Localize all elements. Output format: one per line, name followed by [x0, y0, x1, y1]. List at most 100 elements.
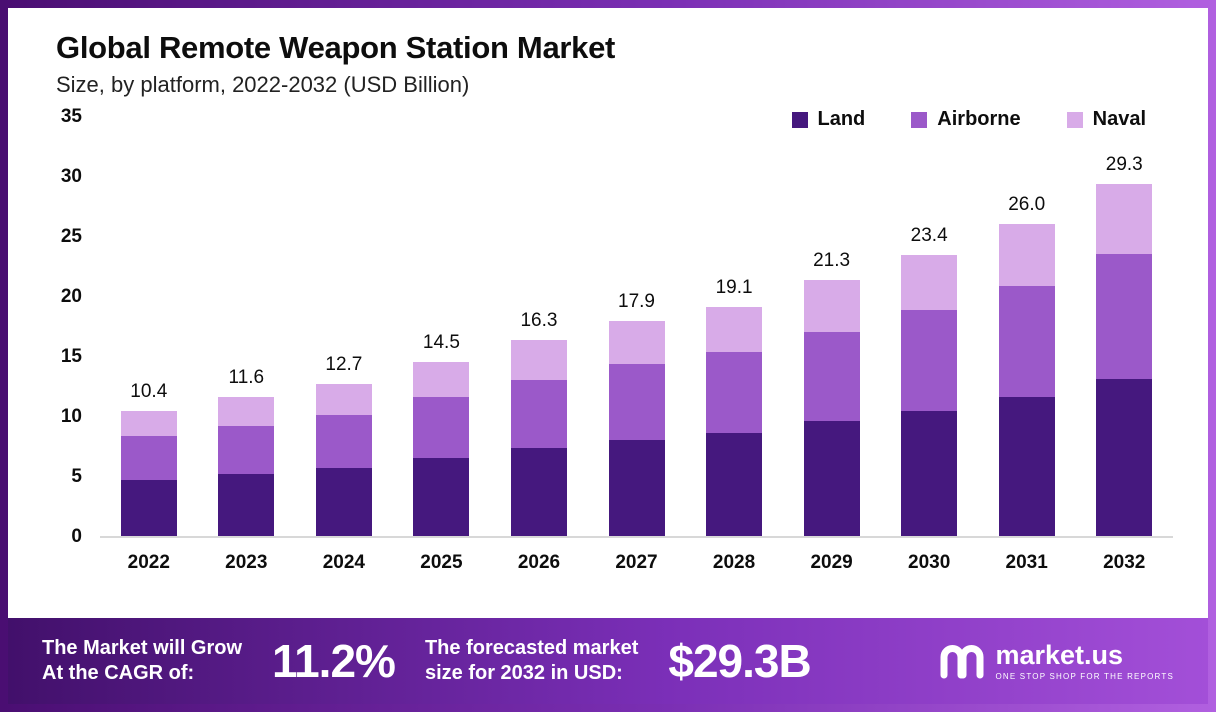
brand-name: market.us: [995, 639, 1124, 670]
bar-stack: [998, 224, 1055, 536]
bar-stack: [706, 306, 763, 536]
x-axis: 2022 2023 2024 2025 2026 2027 2028 2029 2030 2031…: [100, 538, 1173, 574]
forecast-label: The forecasted market size for 2032 in U…: [425, 636, 638, 686]
legend-item-land: Land: [791, 108, 865, 131]
segment-airborne: [510, 380, 567, 449]
segment-naval: [706, 306, 763, 353]
y-tick-label: 20: [60, 286, 82, 307]
segment-airborne: [608, 364, 665, 440]
x-axis-label: 2031: [1005, 552, 1048, 573]
y-tick-label: 35: [60, 106, 82, 127]
legend-item-airborne: Airborne: [911, 108, 1021, 131]
bar-2032: 29.3: [1075, 118, 1173, 536]
stacked-bar-chart: 0 5 10 15 20 25 30 35 10.4 11.6 12.7 14.5 16.3 17.9 19…: [8, 106, 1208, 574]
segment-land: [218, 473, 275, 536]
cagr-value: 11.2%: [272, 635, 396, 687]
segment-airborne: [803, 332, 860, 421]
plot-area: 0 5 10 15 20 25 30 35 10.4 11.6 12.7 14.5 16.3 17.9 19…: [61, 106, 1173, 547]
bars-container: 10.4 11.6 12.7 14.5 16.3 17.9 19.1 21.3 23.4 26.0…: [100, 118, 1173, 536]
segment-airborne: [315, 414, 372, 468]
bar-2023: 11.6: [198, 118, 296, 536]
bar-total-label: 17.9: [618, 291, 655, 313]
cagr-label-line1: The Market will Grow: [42, 637, 243, 659]
cagr-label: The Market will Grow At the CAGR of:: [42, 636, 242, 686]
segment-land: [510, 448, 567, 536]
bar-stack: [315, 383, 372, 536]
bar-2026: 16.3: [490, 118, 588, 536]
bar-stack: [218, 396, 275, 536]
segment-naval: [120, 411, 177, 437]
segment-naval: [413, 362, 470, 397]
segment-airborne: [218, 425, 275, 474]
forecast-label-line1: The forecasted market: [424, 637, 639, 659]
x-axis-label: 2032: [1103, 552, 1146, 573]
x-axis-label: 2023: [225, 552, 268, 573]
segment-airborne: [1096, 254, 1153, 379]
bar-2022: 10.4: [100, 118, 198, 536]
bar-stack: [510, 340, 567, 536]
segment-airborne: [413, 396, 470, 458]
x-axis-label: 2022: [127, 552, 170, 573]
segment-naval: [901, 255, 958, 311]
segment-naval: [998, 224, 1055, 287]
legend-item-naval: Naval: [1066, 108, 1146, 131]
bar-total-label: 14.5: [422, 332, 460, 354]
segment-land: [120, 479, 177, 536]
segment-land: [706, 432, 763, 536]
brand-text: market.us ONE STOP SHOP FOR THE REPORTS: [995, 639, 1174, 681]
segment-land: [413, 458, 470, 536]
segment-airborne: [901, 310, 958, 412]
y-tick-label: 10: [60, 406, 82, 427]
legend-swatch: [1066, 111, 1083, 128]
x-axis-label: 2029: [810, 552, 853, 573]
segment-land: [608, 440, 665, 536]
segment-land: [315, 467, 372, 536]
bar-total-label: 16.3: [520, 310, 558, 332]
infographic-body: Global Remote Weapon Station Market Size…: [8, 8, 1208, 704]
bar-stack: [413, 362, 470, 536]
bar-total-label: 12.7: [325, 353, 363, 375]
legend-swatch: [911, 111, 928, 128]
forecast-value: $29.3B: [668, 635, 811, 687]
segment-naval: [803, 280, 860, 333]
bar-2027: 17.9: [588, 118, 686, 536]
y-tick-label: 0: [71, 526, 82, 547]
bar-total-label: 29.3: [1105, 154, 1143, 176]
forecast-label-line2: size for 2032 in USD:: [424, 662, 623, 684]
legend-label: Airborne: [937, 108, 1021, 130]
bar-total-label: 10.4: [130, 381, 168, 403]
segment-airborne: [706, 352, 763, 433]
segment-airborne: [120, 436, 177, 480]
bar-2024: 12.7: [295, 118, 393, 536]
bar-2029: 21.3: [783, 118, 881, 536]
cagr-label-line2: At the CAGR of:: [42, 662, 195, 684]
bar-2031: 26.0: [978, 118, 1076, 536]
segment-naval: [510, 340, 567, 381]
chart-section: Global Remote Weapon Station Market Size…: [8, 8, 1208, 618]
footer-banner: The Market will Grow At the CAGR of: 11.…: [8, 618, 1208, 704]
segment-naval: [218, 396, 275, 426]
legend-swatch: [791, 111, 808, 128]
bar-2030: 23.4: [880, 118, 978, 536]
bar-2025: 14.5: [393, 118, 491, 536]
x-axis-label: 2027: [615, 552, 658, 573]
x-axis-label: 2028: [712, 552, 756, 573]
bar-stack: [901, 255, 958, 536]
x-axis-label: 2025: [420, 552, 463, 573]
bar-stack: [1096, 184, 1153, 536]
bar-total-label: 19.1: [715, 276, 753, 298]
chart-legend: Land Airborne Naval: [791, 108, 1146, 131]
segment-land: [901, 411, 958, 536]
page-title: Global Remote Weapon Station Market: [56, 30, 616, 65]
segment-naval: [608, 321, 665, 365]
segment-naval: [315, 383, 372, 415]
bar-stack: [608, 321, 665, 536]
bar-total-label: 23.4: [910, 225, 948, 247]
bar-stack: [120, 411, 177, 536]
segment-airborne: [998, 286, 1055, 397]
bar-total-label: 26.0: [1008, 194, 1046, 216]
segment-land: [803, 420, 860, 536]
y-tick-label: 25: [60, 226, 82, 247]
y-tick-label: 15: [60, 346, 82, 367]
